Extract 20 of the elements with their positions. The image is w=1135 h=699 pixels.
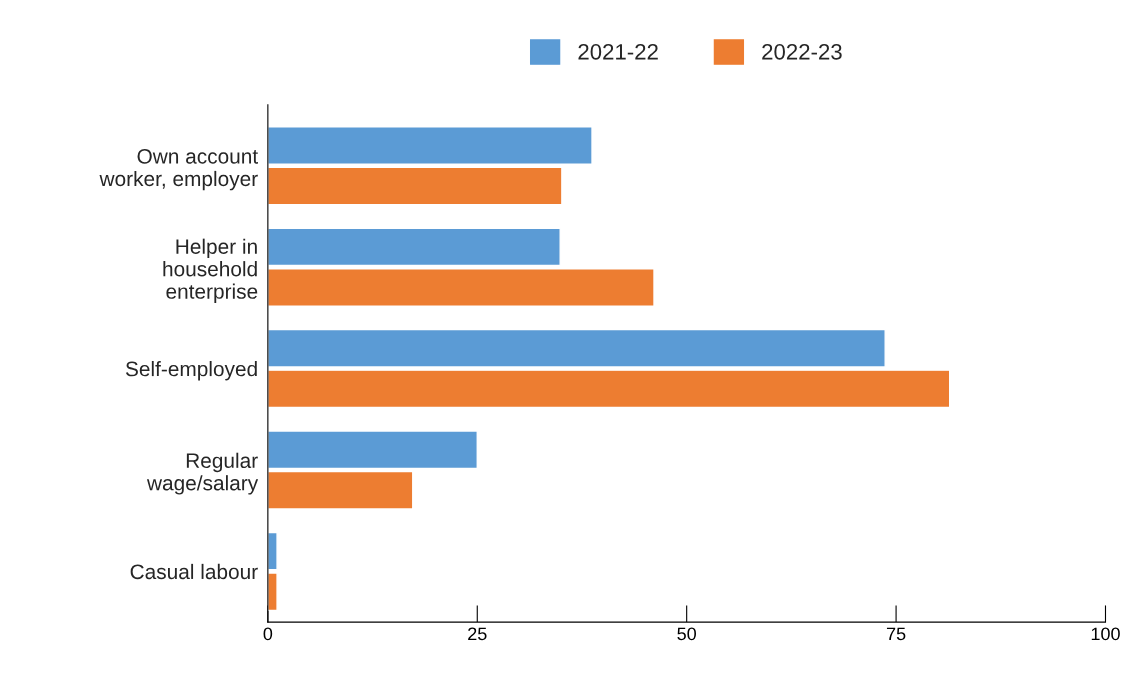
bar bbox=[267, 166, 563, 206]
bar bbox=[267, 531, 278, 571]
y-tick-label: Self-employed bbox=[125, 361, 257, 381]
x-tick-label: 75 bbox=[886, 627, 906, 641]
bar bbox=[267, 470, 414, 510]
x-tick-label: 100 bbox=[1091, 627, 1120, 641]
bar bbox=[267, 126, 593, 165]
bar bbox=[267, 572, 278, 612]
legend-label: 2022-23 bbox=[762, 43, 842, 60]
legend-label: 2021-22 bbox=[578, 43, 658, 60]
y-tick-label: Casual labour bbox=[130, 563, 258, 580]
bar bbox=[267, 268, 655, 307]
bar bbox=[267, 430, 478, 470]
y-tick-label: Regular wage/salary bbox=[146, 452, 259, 495]
x-tick-label: 50 bbox=[677, 627, 697, 641]
x-tick-label: 25 bbox=[468, 627, 487, 641]
y-tick-label: Helper in household enterprise bbox=[163, 238, 258, 303]
x-tick-label: 0 bbox=[263, 627, 273, 641]
bar bbox=[267, 227, 561, 267]
y-tick-label: Own account worker, employer bbox=[99, 149, 258, 191]
